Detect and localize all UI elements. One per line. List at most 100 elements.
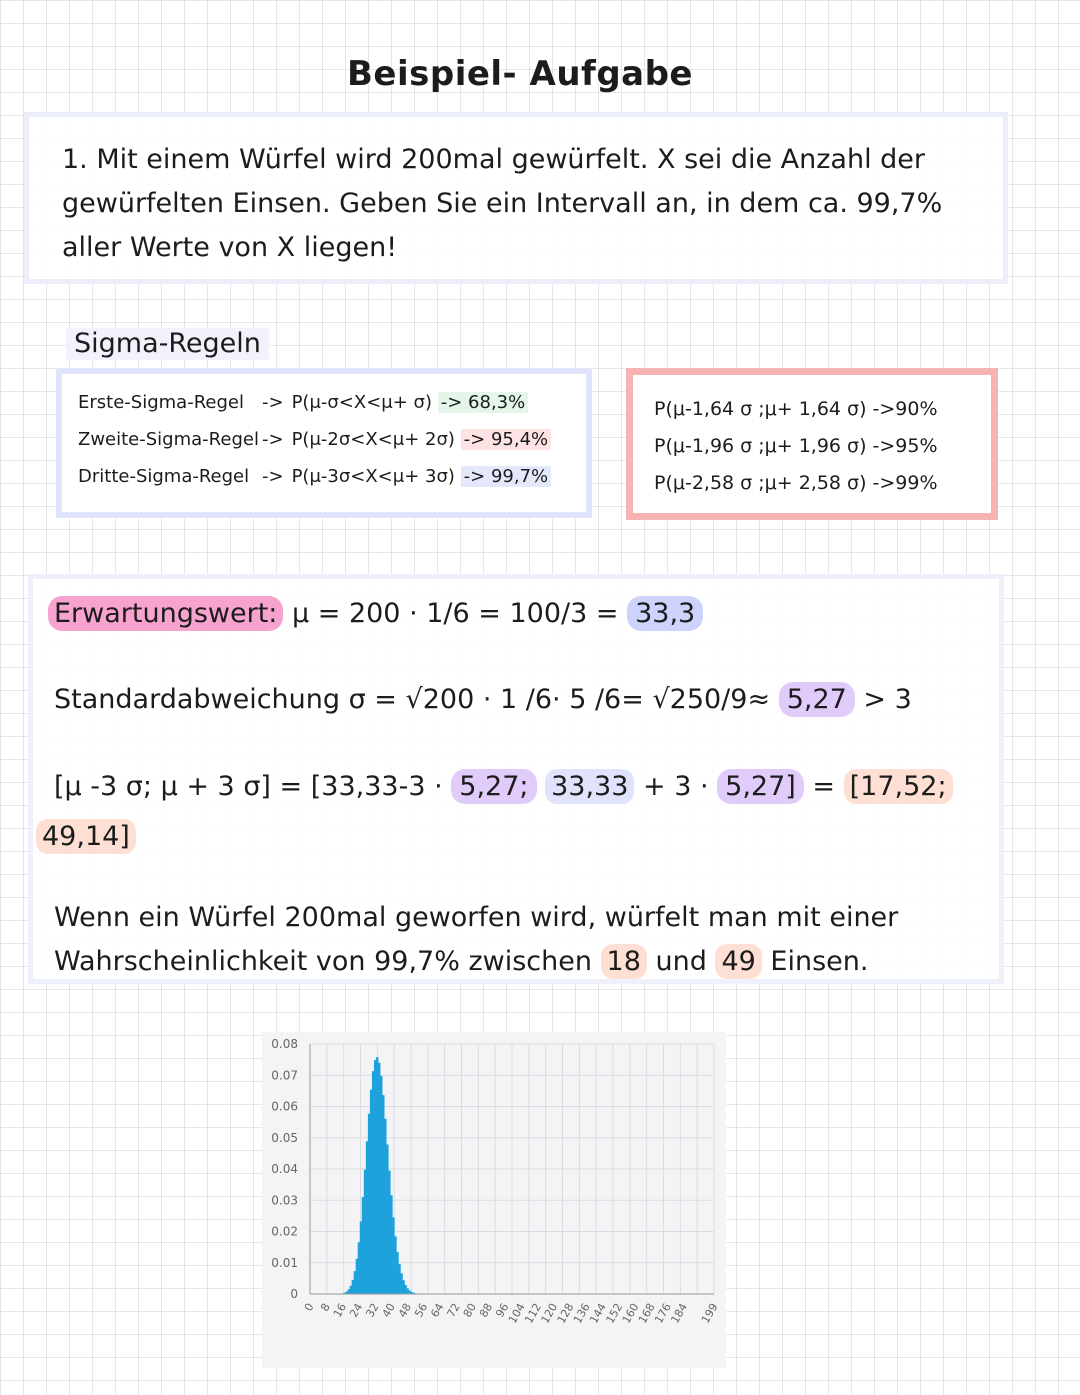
distribution-bar <box>367 1113 371 1294</box>
x-tick-label: 80 <box>461 1301 479 1320</box>
confidence-rule-3: P(μ-2,58 σ ;μ+ 2,58 σ) ->99% <box>654 472 938 494</box>
interval-line: [μ -3 σ; μ + 3 σ] = [33,33-3 · 5,27; 33,… <box>54 769 953 804</box>
rule-formula: P(μ-2σ<X<μ+ 2σ) <box>291 429 455 450</box>
distribution-bar <box>353 1271 357 1294</box>
sigma-rule-3: Dritte-Sigma-Regel -> P(μ-3σ<X<μ+ 3σ) -> 9… <box>78 466 552 487</box>
x-tick-label: 88 <box>477 1301 495 1320</box>
distribution-bar <box>347 1289 350 1294</box>
y-tick-label: 0.04 <box>271 1162 298 1176</box>
distribution-bar <box>408 1290 411 1294</box>
distribution-bar <box>351 1279 355 1294</box>
distribution-bar <box>406 1288 409 1294</box>
interval-result-upper: 49,14] <box>36 819 136 854</box>
y-tick-label: 0.05 <box>271 1131 298 1145</box>
sigma-rule-1: Erste-Sigma-Regel -> P(μ-σ<X<μ+ σ) -> 68,3… <box>78 392 529 413</box>
y-tick-label: 0.02 <box>271 1225 298 1239</box>
expectation-formula: μ = 200 · 1/6 = 100/3 = <box>291 598 619 629</box>
x-tick-label: 72 <box>445 1301 463 1320</box>
stddev-tail: > 3 <box>863 684 912 715</box>
conclusion-text: Wahrscheinlichkeit von 99,7% zwischen <box>54 946 592 977</box>
conclusion-line-1: Wenn ein Würfel 200mal geworfen wird, wü… <box>54 902 899 933</box>
distribution-bar <box>359 1221 363 1294</box>
distribution-bar <box>363 1169 367 1294</box>
conclusion-text: Einsen. <box>770 946 869 977</box>
rule-result: -> 68,3% <box>437 392 529 413</box>
sigma-rule-2: Zweite-Sigma-Regel -> P(μ-2σ<X<μ+ 2σ) -> 9… <box>78 429 552 450</box>
rule-formula: P(μ-σ<X<μ+ σ) <box>291 392 432 413</box>
rule-name: Zweite-Sigma-Regel <box>78 429 259 450</box>
x-tick-label: 24 <box>347 1301 365 1320</box>
distribution-bar <box>392 1217 395 1294</box>
distribution-bar <box>412 1292 415 1294</box>
distribution-bar <box>373 1060 377 1294</box>
distribution-bar <box>349 1285 353 1294</box>
rule-arrow: -> <box>262 429 284 450</box>
distribution-bar <box>388 1170 391 1294</box>
expectation-result: 33,3 <box>627 596 704 631</box>
x-tick-label: 64 <box>428 1301 446 1320</box>
distribution-bar <box>398 1264 401 1294</box>
distribution-bar <box>361 1197 365 1294</box>
distribution-bar <box>371 1071 375 1294</box>
confidence-box <box>626 368 998 520</box>
confidence-rule-2: P(μ-1,96 σ ;μ+ 1,96 σ) ->95% <box>654 435 938 457</box>
y-tick-label: 0.06 <box>271 1100 298 1114</box>
interval-part: [μ -3 σ; μ + 3 σ] = <box>54 771 311 802</box>
distribution-bar <box>404 1285 407 1294</box>
task-text: 1. Mit einem Würfel wird 200mal gewürfel… <box>62 138 1002 270</box>
task-box <box>24 112 1008 284</box>
distribution-bar <box>410 1291 413 1294</box>
y-tick-label: 0 <box>290 1287 298 1301</box>
stddev-line: Standardabweichung σ = √200 · 1 /6· 5 /6… <box>54 682 912 717</box>
distribution-bar <box>343 1292 346 1294</box>
y-tick-label: 0.08 <box>271 1037 298 1051</box>
expectation-label: Erwartungswert: <box>48 596 284 631</box>
distribution-bar <box>400 1273 403 1294</box>
interval-part: [33,33-3 · <box>310 771 443 802</box>
y-tick-label: 0.07 <box>271 1068 298 1082</box>
stddev-result: 5,27 <box>778 682 855 717</box>
conclusion-upper: 49 <box>715 944 762 979</box>
distribution-bar <box>355 1258 359 1294</box>
task-line: 1. Mit einem Würfel wird 200mal gewürfel… <box>62 144 926 175</box>
rule-arrow: -> <box>262 392 284 413</box>
distribution-bar <box>369 1089 373 1294</box>
rule-formula: P(μ-3σ<X<μ+ 3σ) <box>291 466 455 487</box>
conclusion-lower: 18 <box>600 944 647 979</box>
distribution-bar <box>365 1141 369 1294</box>
x-tick-label: 16 <box>331 1301 349 1320</box>
stddev-formula: Standardabweichung σ = √200 · 1 /6· 5 /6… <box>54 684 771 715</box>
interval-result-lower: [17,52; <box>843 769 953 804</box>
interval-part: + 3 · <box>642 771 709 802</box>
distribution-bar <box>390 1195 393 1294</box>
distribution-bar <box>384 1118 387 1294</box>
sigma-rules-heading: Sigma-Regeln <box>66 328 269 360</box>
y-tick-label: 0.01 <box>271 1256 298 1270</box>
distribution-bar <box>345 1291 348 1294</box>
task-line: gewürfelten Einsen. Geben Sie ein Interv… <box>62 188 943 219</box>
x-tick-label: 96 <box>493 1301 511 1320</box>
page-title: Beispiel- Aufgabe <box>346 54 693 94</box>
expectation-line: Erwartungswert: μ = 200 · 1/6 = 100/3 = … <box>48 596 704 631</box>
x-tick-label: 32 <box>363 1301 381 1320</box>
interval-sigma: 5,27; <box>451 769 537 804</box>
rule-name: Erste-Sigma-Regel <box>78 392 244 413</box>
distribution-bar <box>386 1144 389 1294</box>
distribution-bar <box>380 1075 383 1294</box>
task-line: aller Werte von X liegen! <box>62 232 398 263</box>
rule-result: -> 99,7% <box>460 466 552 487</box>
conclusion-and: und <box>655 946 707 977</box>
y-tick-label: 0.03 <box>271 1193 298 1207</box>
rule-name: Dritte-Sigma-Regel <box>78 466 250 487</box>
distribution-bar <box>396 1251 399 1294</box>
rule-result: -> 95,4% <box>460 429 552 450</box>
distribution-bar <box>375 1057 379 1294</box>
x-tick-label: 48 <box>396 1301 414 1320</box>
distribution-bar <box>357 1242 361 1294</box>
interval-mu: 33,33 <box>545 769 635 804</box>
conclusion-line-2: Wahrscheinlichkeit von 99,7% zwischen 18… <box>54 944 869 979</box>
rule-arrow: -> <box>262 466 284 487</box>
distribution-bar <box>394 1236 397 1294</box>
distribution-bar <box>402 1280 405 1294</box>
